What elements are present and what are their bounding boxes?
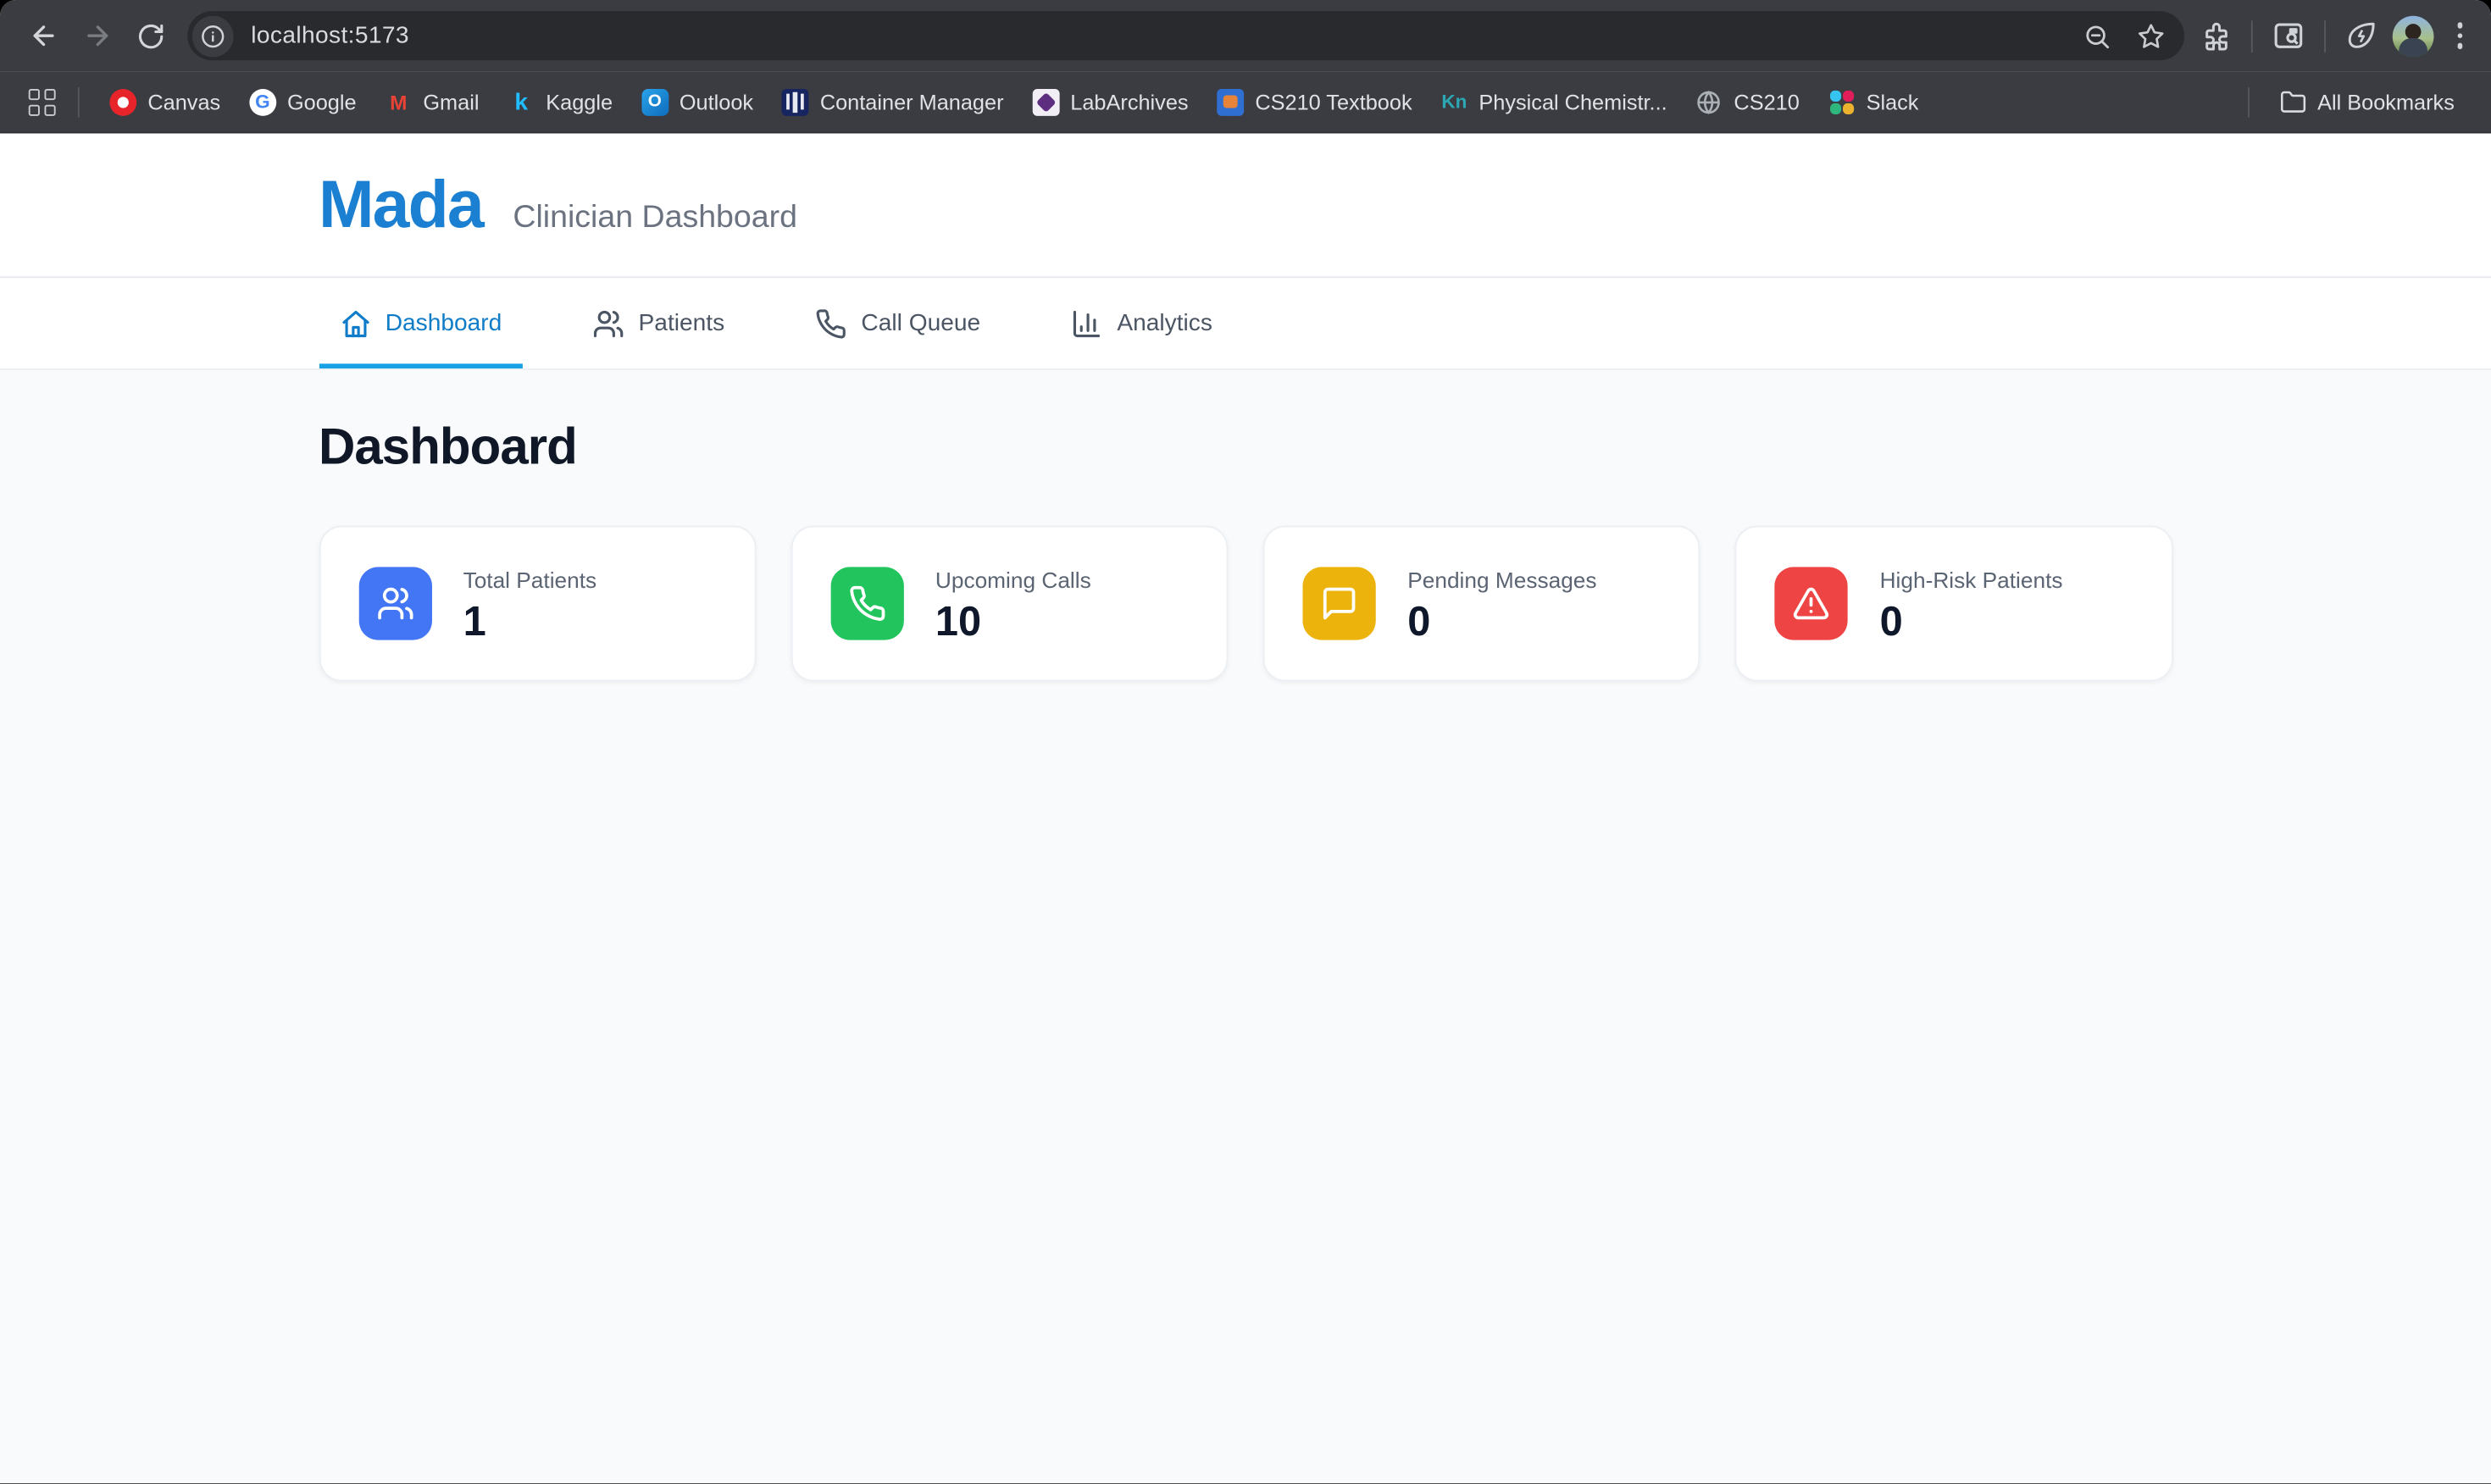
bookmark-google[interactable]: G Google bbox=[248, 88, 357, 115]
folder-icon bbox=[2280, 90, 2305, 112]
phone-icon bbox=[830, 567, 904, 640]
tab-patients[interactable]: Patients bbox=[572, 278, 746, 368]
reload-icon bbox=[138, 23, 164, 48]
profile-avatar[interactable] bbox=[2391, 14, 2433, 57]
all-bookmarks-button[interactable]: All Bookmarks bbox=[2279, 88, 2455, 115]
knovel-favicon: Kn bbox=[1441, 90, 1467, 114]
bookmarks-separator bbox=[77, 86, 80, 117]
tab-call-queue[interactable]: Call Queue bbox=[795, 278, 1001, 368]
zoom-out-icon[interactable] bbox=[2082, 21, 2111, 50]
home-icon bbox=[341, 309, 369, 337]
bookmark-physical-chemistry[interactable]: Kn Physical Chemistr... bbox=[1441, 89, 1667, 114]
alert-triangle-icon bbox=[1774, 567, 1849, 640]
stat-cards-row: Total Patients 1 Upcoming Calls 10 bbox=[318, 525, 2173, 682]
bookmark-container-manager[interactable]: Container Manager bbox=[781, 88, 1004, 115]
cs210-textbook-favicon bbox=[1217, 88, 1245, 115]
gmail-favicon: M bbox=[390, 89, 408, 114]
message-icon bbox=[1302, 567, 1376, 640]
stat-value: 10 bbox=[935, 596, 982, 645]
side-panel-search-icon[interactable] bbox=[2271, 19, 2304, 53]
tab-analytics[interactable]: Analytics bbox=[1051, 278, 1234, 368]
bookmarks-separator bbox=[2247, 86, 2250, 117]
stat-value: 0 bbox=[1407, 596, 1431, 645]
globe-favicon bbox=[1695, 88, 1723, 115]
bar-chart-icon bbox=[1074, 309, 1101, 337]
toolbar-separator bbox=[2250, 19, 2252, 52]
apps-grid-icon[interactable] bbox=[28, 88, 56, 115]
nav-tabbar: Dashboard Patients Call Queue Analytics bbox=[0, 276, 2491, 370]
stat-value: 0 bbox=[1879, 596, 1903, 645]
stat-card-pending-messages: Pending Messages 0 bbox=[1262, 525, 1700, 682]
stat-label: Upcoming Calls bbox=[935, 566, 1091, 592]
bookmark-kaggle[interactable]: k Kaggle bbox=[508, 88, 613, 115]
slack-favicon bbox=[1828, 88, 1856, 115]
bookmark-slack[interactable]: Slack bbox=[1828, 88, 1918, 115]
forward-arrow-icon bbox=[86, 25, 108, 47]
bookmark-labarchives[interactable]: LabArchives bbox=[1032, 88, 1189, 115]
labarchives-favicon bbox=[1032, 88, 1060, 115]
toolbar-separator bbox=[2323, 19, 2326, 52]
back-button[interactable] bbox=[16, 8, 70, 63]
container-manager-favicon bbox=[781, 88, 809, 115]
globe-icon bbox=[1698, 89, 1721, 114]
app-logo: Mada bbox=[318, 166, 485, 241]
stat-label: Total Patients bbox=[463, 566, 597, 592]
chrome-menu-button[interactable] bbox=[2447, 22, 2472, 49]
bookmark-cs210-textbook[interactable]: CS210 Textbook bbox=[1217, 88, 1412, 115]
stat-value: 1 bbox=[463, 596, 486, 645]
performance-leaf-icon[interactable] bbox=[2344, 19, 2377, 53]
bookmark-canvas[interactable]: Canvas bbox=[109, 88, 220, 115]
bookmarks-bar: Canvas G Google M Gmail k Kaggle O Outlo… bbox=[0, 71, 2491, 134]
reload-button[interactable] bbox=[124, 8, 178, 63]
kaggle-favicon: k bbox=[514, 88, 528, 115]
browser-toolbar: localhost:5173 bbox=[0, 0, 2491, 72]
url-text[interactable]: localhost:5173 bbox=[251, 22, 409, 50]
stat-card-high-risk: High-Risk Patients 0 bbox=[1734, 525, 2173, 682]
tab-dashboard[interactable]: Dashboard bbox=[318, 278, 523, 368]
google-favicon: G bbox=[248, 88, 276, 115]
stat-label: Pending Messages bbox=[1407, 566, 1597, 592]
bookmark-gmail[interactable]: M Gmail bbox=[385, 88, 479, 115]
address-bar[interactable]: localhost:5173 bbox=[187, 11, 2184, 61]
bookmark-outlook[interactable]: O Outlook bbox=[641, 88, 753, 115]
extensions-icon[interactable] bbox=[2200, 19, 2232, 52]
site-info-button[interactable] bbox=[191, 14, 234, 57]
forward-button[interactable] bbox=[70, 8, 125, 63]
stat-card-upcoming-calls: Upcoming Calls 10 bbox=[791, 525, 1229, 682]
outlook-favicon: O bbox=[641, 88, 669, 115]
bookmark-cs210[interactable]: CS210 bbox=[1695, 88, 1800, 115]
dashboard-content: Dashboard Total Patients 1 bbox=[0, 370, 2491, 1484]
phone-icon bbox=[816, 308, 846, 338]
page-title: Dashboard bbox=[318, 418, 578, 475]
stat-label: High-Risk Patients bbox=[1879, 566, 2063, 592]
stat-card-total-patients: Total Patients 1 bbox=[318, 525, 757, 682]
back-arrow-icon bbox=[32, 25, 53, 47]
info-icon bbox=[202, 25, 225, 47]
app-header: Mada Clinician Dashboard bbox=[0, 133, 2491, 277]
bookmark-star-icon[interactable] bbox=[2136, 21, 2165, 50]
users-icon bbox=[593, 309, 624, 337]
users-icon bbox=[358, 567, 432, 640]
app-subtitle: Clinician Dashboard bbox=[513, 200, 797, 235]
web-page: Mada Clinician Dashboard Dashboard Patie… bbox=[0, 133, 2491, 1484]
canvas-favicon bbox=[109, 88, 137, 115]
